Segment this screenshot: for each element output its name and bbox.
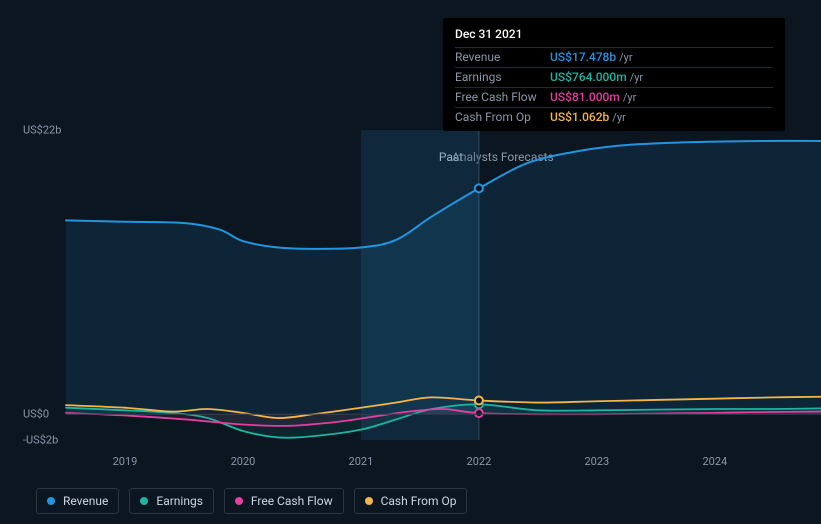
tooltip-row-unit: /yr [619, 49, 632, 66]
legend-dot-icon [235, 497, 243, 505]
legend-item-fcf[interactable]: Free Cash Flow [224, 488, 344, 514]
x-axis-label: 2023 [584, 455, 609, 468]
series-marker-fcf[interactable] [475, 409, 483, 417]
tooltip-row-unit: /yr [630, 69, 643, 86]
legend-dot-icon [365, 497, 373, 505]
legend-item-cfo[interactable]: Cash From Op [354, 488, 468, 514]
x-axis-label: 2020 [231, 455, 256, 468]
legend-label: Cash From Op [381, 494, 457, 508]
legend-label: Revenue [63, 494, 108, 508]
chart-tooltip: Dec 31 2021 RevenueUS$17.478b/yrEarnings… [443, 18, 785, 131]
tooltip-row-unit: /yr [612, 109, 625, 126]
x-axis-label: 2022 [467, 455, 492, 468]
tooltip-row-value: US$81.000m [550, 89, 620, 106]
legend-item-revenue[interactable]: Revenue [36, 488, 119, 514]
tooltip-row-label: Earnings [455, 69, 550, 86]
legend-label: Free Cash Flow [251, 494, 333, 508]
tooltip-row-value: US$17.478b [550, 49, 616, 66]
tooltip-row-label: Free Cash Flow [455, 89, 550, 106]
x-axis-label: 2019 [113, 455, 138, 468]
legend-dot-icon [47, 497, 55, 505]
tooltip-date: Dec 31 2021 [455, 26, 773, 47]
tooltip-row: Free Cash FlowUS$81.000m/yr [455, 87, 773, 107]
tooltip-rows: RevenueUS$17.478b/yrEarningsUS$764.000m/… [455, 47, 773, 127]
legend: Revenue Earnings Free Cash Flow Cash From O… [36, 488, 467, 514]
series-marker-cfo[interactable] [475, 396, 483, 404]
tooltip-row-value: US$1.062b [550, 109, 609, 126]
legend-item-earnings[interactable]: Earnings [129, 488, 214, 514]
tooltip-row: Cash From OpUS$1.062b/yr [455, 107, 773, 127]
tooltip-row-value: US$764.000m [550, 69, 627, 86]
series-marker-revenue[interactable] [475, 184, 483, 192]
x-axis-label: 2024 [702, 455, 727, 468]
tooltip-row-unit: /yr [623, 89, 636, 106]
tooltip-row: RevenueUS$17.478b/yr [455, 47, 773, 67]
tooltip-row: EarningsUS$764.000m/yr [455, 67, 773, 87]
legend-dot-icon [140, 497, 148, 505]
tooltip-row-label: Cash From Op [455, 109, 550, 126]
legend-label: Earnings [156, 494, 203, 508]
tooltip-row-label: Revenue [455, 49, 550, 66]
x-axis-label: 2021 [349, 455, 374, 468]
chart-container: Dec 31 2021 RevenueUS$17.478b/yrEarnings… [18, 0, 803, 524]
